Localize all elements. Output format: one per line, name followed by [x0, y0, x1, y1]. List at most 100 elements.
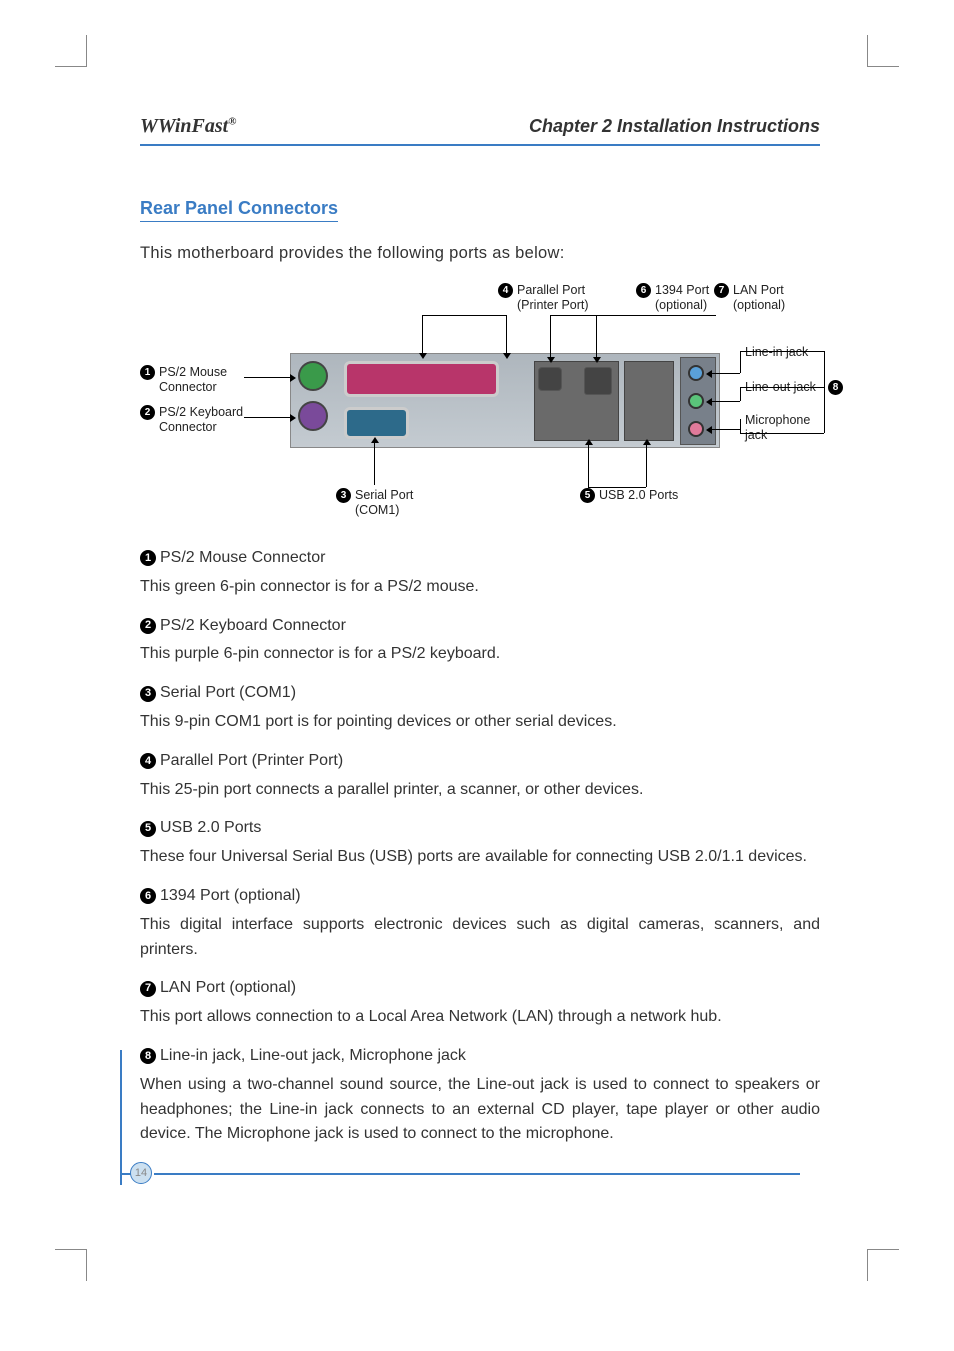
leader-7h	[596, 315, 716, 316]
leader-j3	[710, 429, 740, 430]
callout-7-l1: LAN Port	[733, 283, 784, 297]
callout-6-l2: (optional)	[655, 298, 707, 312]
item-title-5: USB 2.0 Ports	[160, 816, 261, 841]
leader-j2b	[740, 387, 818, 388]
label-microphone: Microphone jack	[745, 413, 820, 443]
serial-port-icon	[344, 407, 409, 439]
leader-1	[244, 377, 292, 378]
item-title-3: Serial Port (COM1)	[160, 681, 296, 706]
callout-3-l2: (COM1)	[355, 503, 399, 517]
label-line-in: Line-in jack	[745, 345, 808, 360]
brand-logo: WWinFast®	[140, 115, 236, 138]
item-ps2-keyboard: 2PS/2 Keyboard Connector This purple 6-p…	[140, 614, 820, 668]
callout-ps2-keyboard: 2 PS/2 KeyboardConnector	[140, 405, 243, 435]
callout-1-l2: Connector	[159, 380, 217, 394]
item-title-7: LAN Port (optional)	[160, 976, 296, 1001]
callout-2-l1: PS/2 Keyboard	[159, 405, 243, 419]
leader-3	[374, 441, 375, 485]
item-title-2: PS/2 Keyboard Connector	[160, 614, 346, 639]
leader-6v	[550, 315, 551, 359]
chapter-title: Chapter 2 Installation Instructions	[529, 116, 820, 137]
callout-ps2-mouse: 1 PS/2 MouseConnector	[140, 365, 227, 395]
logo-text: WinFast	[158, 115, 228, 137]
callout-audio-group: 8	[828, 380, 847, 395]
item-title-6: 1394 Port (optional)	[160, 884, 301, 909]
callout-parallel: 4 Parallel Port(Printer Port)	[498, 283, 589, 313]
item-num-4: 4	[140, 753, 156, 769]
callout-num-3: 3	[336, 488, 351, 503]
leader-2	[244, 417, 292, 418]
item-ps2-mouse: 1PS/2 Mouse Connector This green 6-pin c…	[140, 546, 820, 600]
item-desc-3: This 9-pin COM1 port is for pointing dev…	[140, 710, 820, 735]
ps2-keyboard-port-icon	[298, 401, 328, 431]
item-parallel: 4Parallel Port (Printer Port) This 25-pi…	[140, 749, 820, 803]
item-num-6: 6	[140, 888, 156, 904]
callout-1-l1: PS/2 Mouse	[159, 365, 227, 379]
microphone-jack-icon	[688, 421, 704, 437]
lan-block-icon	[624, 361, 674, 441]
parallel-port-icon	[344, 361, 499, 397]
leader-j1b	[740, 351, 812, 352]
item-num-7: 7	[140, 981, 156, 997]
item-title-1: PS/2 Mouse Connector	[160, 546, 325, 571]
item-audio: 8Line-in jack, Line-out jack, Microphone…	[140, 1044, 820, 1147]
callout-1394: 6 1394 Port(optional)	[636, 283, 709, 313]
ps2-mouse-port-icon	[298, 361, 328, 391]
line-out-jack-icon	[688, 393, 704, 409]
page-header: WWinFast® Chapter 2 Installation Instruc…	[140, 115, 820, 146]
leader-8v	[824, 351, 825, 433]
leader-5b	[646, 443, 647, 487]
page-number: 14	[130, 1162, 152, 1184]
item-num-5: 5	[140, 821, 156, 837]
leader-j2c	[740, 387, 741, 401]
item-num-8: 8	[140, 1048, 156, 1064]
connector-descriptions: 1PS/2 Mouse Connector This green 6-pin c…	[140, 546, 820, 1147]
callout-num-6: 6	[636, 283, 651, 298]
callout-7-l2: (optional)	[733, 298, 785, 312]
item-lan: 7LAN Port (optional) This port allows co…	[140, 976, 820, 1030]
footer-horizontal-line	[154, 1173, 800, 1175]
callout-5-l1: USB 2.0 Ports	[599, 488, 678, 503]
callout-num-5: 5	[580, 488, 595, 503]
item-desc-8: When using a two-channel sound source, t…	[140, 1073, 820, 1147]
callout-lan: 7 LAN Port(optional)	[714, 283, 785, 313]
callout-4-l2: (Printer Port)	[517, 298, 589, 312]
item-num-3: 3	[140, 686, 156, 702]
callout-num-2: 2	[140, 405, 155, 420]
leader-j3c	[740, 419, 741, 433]
leader-4v2	[422, 315, 423, 355]
item-title-8: Line-in jack, Line-out jack, Microphone …	[160, 1044, 466, 1069]
item-usb: 5USB 2.0 Ports These four Universal Seri…	[140, 816, 820, 870]
callout-num-8: 8	[828, 380, 843, 395]
callout-2-l2: Connector	[159, 420, 217, 434]
footer-vertical-line	[120, 1050, 122, 1185]
section-heading: Rear Panel Connectors	[140, 198, 338, 222]
leader-j1c	[740, 351, 741, 373]
item-1394: 61394 Port (optional) This digital inter…	[140, 884, 820, 962]
callout-serial: 3 Serial Port(COM1)	[336, 488, 413, 518]
leader-4v	[506, 315, 507, 355]
lan-port-icon	[584, 367, 612, 395]
item-serial: 3Serial Port (COM1) This 9-pin COM1 port…	[140, 681, 820, 735]
callout-usb: 5 USB 2.0 Ports	[580, 488, 678, 503]
item-desc-2: This purple 6-pin connector is for a PS/…	[140, 642, 820, 667]
leader-4h	[422, 315, 506, 316]
callout-3-l1: Serial Port	[355, 488, 413, 502]
crop-mark-tr	[867, 35, 899, 67]
item-desc-7: This port allows connection to a Local A…	[140, 1005, 820, 1030]
firewire-port-icon	[538, 367, 562, 391]
leader-j3b	[740, 433, 812, 434]
leader-5a	[588, 443, 589, 487]
logo-reg: ®	[228, 115, 236, 127]
callout-num-4: 4	[498, 283, 513, 298]
leader-7v	[596, 315, 597, 359]
callout-num-1: 1	[140, 365, 155, 380]
crop-mark-br	[867, 1249, 899, 1281]
item-num-1: 1	[140, 550, 156, 566]
callout-4-l1: Parallel Port	[517, 283, 585, 297]
item-desc-5: These four Universal Serial Bus (USB) po…	[140, 845, 820, 870]
crop-mark-bl	[55, 1249, 87, 1281]
callout-num-7: 7	[714, 283, 729, 298]
intro-text: This motherboard provides the following …	[140, 244, 820, 263]
item-num-2: 2	[140, 618, 156, 634]
